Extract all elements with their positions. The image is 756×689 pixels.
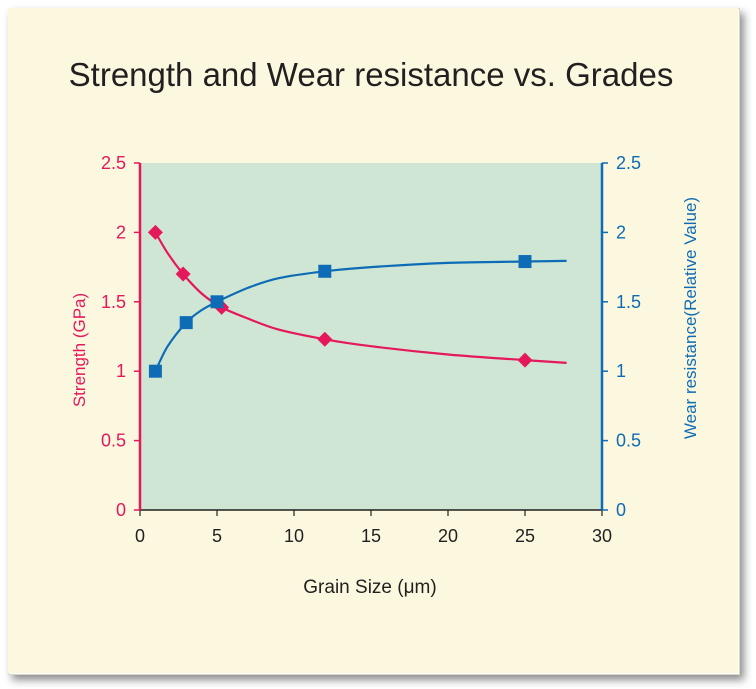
x-tick-label: 25 <box>515 526 535 546</box>
left-y-axis-label: Strength (GPa) <box>70 293 89 407</box>
right-y-axis: 0 0.5 1 1.5 2 2.5 <box>600 153 641 520</box>
right-y-tick-label: 1.5 <box>616 292 641 312</box>
x-tick-label: 0 <box>135 526 145 546</box>
right-y-axis-label: Wear resistance(Relative Value) <box>681 197 700 439</box>
wear-point <box>210 295 224 309</box>
x-tick-label: 30 <box>592 526 612 546</box>
x-tick-label: 15 <box>361 526 381 546</box>
strength-point <box>317 331 333 347</box>
left-y-tick-label: 0 <box>116 500 126 520</box>
x-axis-label: Grain Size (μm) <box>303 577 436 598</box>
left-y-axis: 0 0.5 1 1.5 2 2.5 <box>101 153 142 520</box>
right-y-tick-label: 0.5 <box>616 431 641 451</box>
x-tick-label: 10 <box>284 526 304 546</box>
wear-point <box>148 364 162 378</box>
right-y-tick-label: 1 <box>616 361 626 381</box>
strength-point <box>175 266 191 282</box>
right-y-tick-label: 0 <box>616 500 626 520</box>
x-tick-label: 20 <box>438 526 458 546</box>
right-y-tick-label: 2 <box>616 222 626 242</box>
series-markers <box>147 224 533 378</box>
chart-title: Strength and Wear resistance vs. Grades <box>69 56 674 93</box>
left-y-tick-label: 0.5 <box>101 431 126 451</box>
strength-point <box>147 224 163 240</box>
x-axis: 0 5 10 15 20 25 30 <box>135 509 612 546</box>
wear-point <box>179 316 193 330</box>
x-tick-label: 5 <box>212 526 222 546</box>
plot-area <box>140 163 602 510</box>
strength-point <box>517 352 533 368</box>
wear-point <box>518 255 532 269</box>
left-y-tick-label: 1.5 <box>101 292 126 312</box>
left-y-tick-label: 2.5 <box>101 153 126 173</box>
right-y-tick-label: 2.5 <box>616 153 641 173</box>
left-y-tick-label: 2 <box>116 222 126 242</box>
wear-point <box>318 264 332 278</box>
left-y-tick-label: 1 <box>116 361 126 381</box>
